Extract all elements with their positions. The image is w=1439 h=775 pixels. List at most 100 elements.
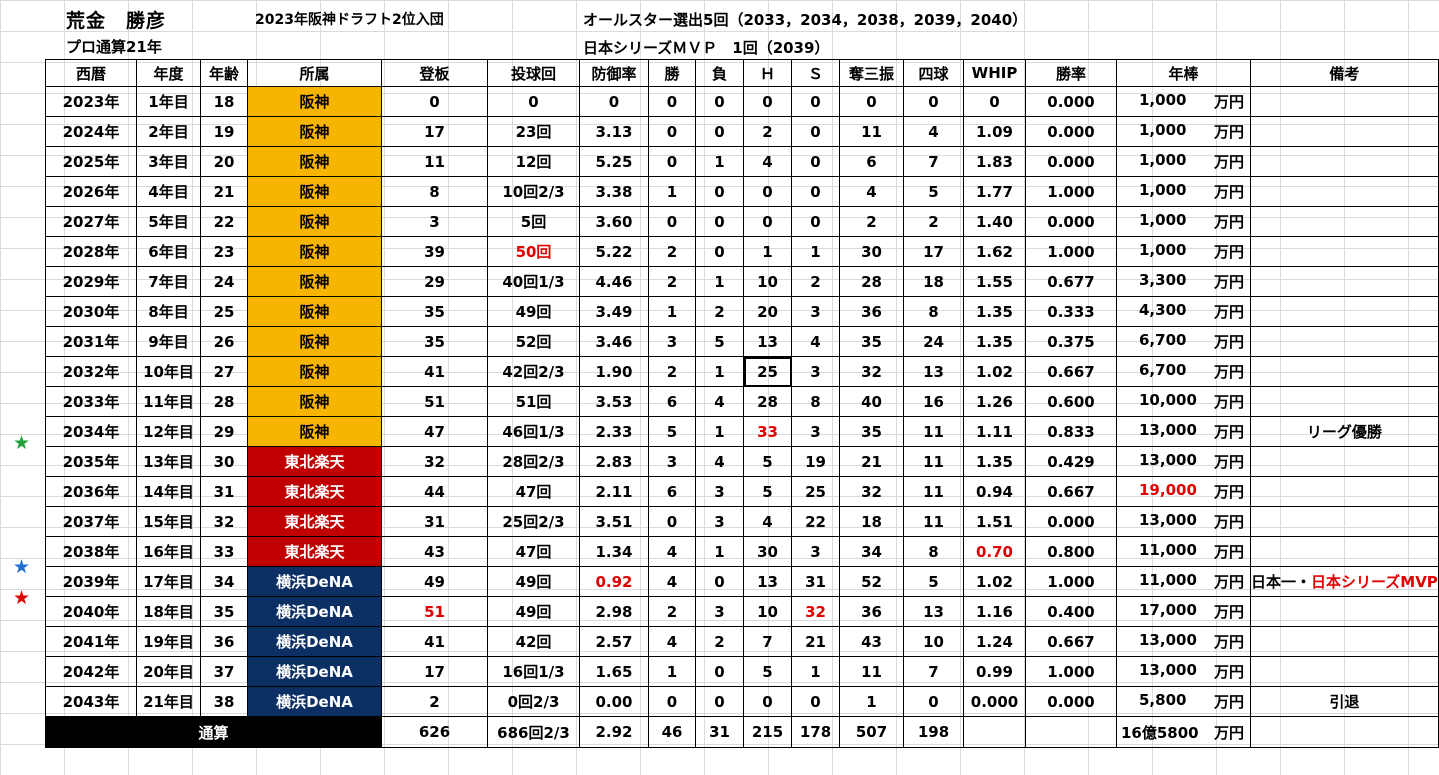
cell-walks[interactable]: 11	[903, 476, 964, 507]
cell-holds[interactable]: 1	[743, 236, 792, 267]
cell-games[interactable]: 51	[381, 386, 488, 417]
cell-win-pct[interactable]	[1025, 716, 1117, 748]
cell-year[interactable]: 2040年	[45, 596, 137, 627]
cell-season[interactable]: 13年目	[136, 446, 201, 477]
cell-wins[interactable]: 4	[648, 536, 696, 567]
cell-win-pct[interactable]: 0.333	[1025, 296, 1117, 327]
cell-win-pct[interactable]: 0.000	[1025, 686, 1117, 717]
cell-strikeouts[interactable]: 11	[839, 116, 904, 147]
cell-wins[interactable]: 46	[648, 716, 696, 748]
cell-remarks[interactable]	[1250, 656, 1439, 687]
cell-age[interactable]: 19	[200, 116, 248, 147]
cell-salary[interactable]: 11,000 万円	[1116, 566, 1251, 597]
cell-losses[interactable]: 4	[695, 446, 744, 477]
cell-team[interactable]: 阪神	[247, 236, 382, 267]
cell-season[interactable]: 5年目	[136, 206, 201, 237]
cell-remarks[interactable]	[1250, 626, 1439, 657]
cell-strikeouts[interactable]: 4	[839, 176, 904, 207]
cell-saves[interactable]: 2	[791, 266, 840, 297]
cell-remarks[interactable]	[1250, 236, 1439, 267]
cell-season[interactable]: 15年目	[136, 506, 201, 537]
cell-innings[interactable]: 47回	[487, 536, 580, 567]
cell-whip[interactable]: 1.77	[963, 176, 1026, 207]
cell-win-pct[interactable]: 1.000	[1025, 236, 1117, 267]
cell-losses[interactable]: 1	[695, 416, 744, 447]
cell-saves[interactable]: 8	[791, 386, 840, 417]
cell-remarks[interactable]: 日本一・日本シリーズMVP	[1250, 566, 1439, 597]
cell-season[interactable]: 7年目	[136, 266, 201, 297]
cell-holds[interactable]: 13	[743, 566, 792, 597]
cell-losses[interactable]: 0	[695, 686, 744, 717]
cell-whip[interactable]: 0.70	[963, 536, 1026, 567]
cell-innings[interactable]: 12回	[487, 146, 580, 177]
cell-era[interactable]: 2.92	[579, 716, 649, 748]
cell-season[interactable]: 4年目	[136, 176, 201, 207]
cell-saves[interactable]: 1	[791, 656, 840, 687]
cell-saves[interactable]: 3	[791, 296, 840, 327]
cell-holds[interactable]: 5	[743, 446, 792, 477]
cell-holds[interactable]: 5	[743, 476, 792, 507]
cell-age[interactable]: 35	[200, 596, 248, 627]
cell-holds[interactable]: 13	[743, 326, 792, 357]
cell-holds[interactable]: 10	[743, 266, 792, 297]
cell-games[interactable]: 41	[381, 626, 488, 657]
cell-team[interactable]: 阪神	[247, 386, 382, 417]
cell-innings[interactable]: 49回	[487, 566, 580, 597]
cell-win-pct[interactable]: 0.833	[1025, 416, 1117, 447]
cell-age[interactable]: 37	[200, 656, 248, 687]
cell-remarks[interactable]	[1250, 86, 1439, 117]
cell-season[interactable]: 6年目	[136, 236, 201, 267]
col-header-team[interactable]: 所属	[247, 59, 382, 87]
cell-walks[interactable]: 18	[903, 266, 964, 297]
cell-innings[interactable]: 5回	[487, 206, 580, 237]
cell-remarks[interactable]	[1250, 266, 1439, 297]
cell-age[interactable]: 23	[200, 236, 248, 267]
cell-wins[interactable]: 0	[648, 86, 696, 117]
col-header-innings[interactable]: 投球回	[487, 59, 580, 87]
cell-era[interactable]: 3.51	[579, 506, 649, 537]
cell-strikeouts[interactable]: 0	[839, 86, 904, 117]
cell-games[interactable]: 3	[381, 206, 488, 237]
cell-year[interactable]: 2043年	[45, 686, 137, 717]
cell-remarks[interactable]	[1250, 326, 1439, 357]
cell-age[interactable]: 30	[200, 446, 248, 477]
cell-year[interactable]: 2023年	[45, 86, 137, 117]
cell-remarks[interactable]	[1250, 386, 1439, 417]
cell-remarks[interactable]	[1250, 716, 1439, 748]
cell-saves[interactable]: 19	[791, 446, 840, 477]
cell-games[interactable]: 8	[381, 176, 488, 207]
cell-whip[interactable]: 1.51	[963, 506, 1026, 537]
cell-year[interactable]: 2034年	[45, 416, 137, 447]
cell-remarks[interactable]	[1250, 446, 1439, 477]
cell-team[interactable]: 横浜DeNA	[247, 686, 382, 717]
cell-wins[interactable]: 6	[648, 386, 696, 417]
cell-losses[interactable]: 0	[695, 566, 744, 597]
cell-saves[interactable]: 0	[791, 206, 840, 237]
cell-innings[interactable]: 16回1/3	[487, 656, 580, 687]
cell-era[interactable]: 3.49	[579, 296, 649, 327]
cell-whip[interactable]: 1.11	[963, 416, 1026, 447]
cell-remarks[interactable]	[1250, 536, 1439, 567]
cell-walks[interactable]: 13	[903, 356, 964, 387]
cell-innings[interactable]: 0回2/3	[487, 686, 580, 717]
cell-wins[interactable]: 3	[648, 326, 696, 357]
cell-losses[interactable]: 0	[695, 86, 744, 117]
cell-saves[interactable]: 1	[791, 236, 840, 267]
cell-wins[interactable]: 1	[648, 296, 696, 327]
cell-games[interactable]: 17	[381, 116, 488, 147]
cell-holds[interactable]: 28	[743, 386, 792, 417]
cell-losses[interactable]: 1	[695, 146, 744, 177]
cell-whip[interactable]: 1.35	[963, 326, 1026, 357]
cell-era[interactable]: 2.11	[579, 476, 649, 507]
cell-losses[interactable]: 2	[695, 296, 744, 327]
cell-saves[interactable]: 0	[791, 686, 840, 717]
cell-games[interactable]: 0	[381, 86, 488, 117]
cell-strikeouts[interactable]: 32	[839, 356, 904, 387]
cell-games[interactable]: 11	[381, 146, 488, 177]
cell-era[interactable]: 4.46	[579, 266, 649, 297]
cell-games[interactable]: 35	[381, 296, 488, 327]
cell-remarks[interactable]	[1250, 146, 1439, 177]
col-header-losses[interactable]: 負	[695, 59, 744, 87]
cell-salary[interactable]: 1,000 万円	[1116, 236, 1251, 267]
cell-age[interactable]: 36	[200, 626, 248, 657]
